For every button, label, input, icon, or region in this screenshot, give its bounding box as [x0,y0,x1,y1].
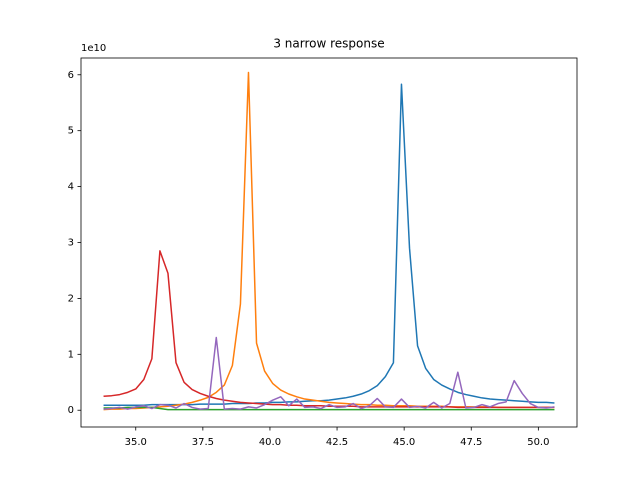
x-tick-label: 42.5 [326,437,348,448]
line [103,250,555,409]
x-tick-label: 50.0 [527,437,549,448]
y-tick-label: 2 [68,293,74,304]
y-offset-label: 1e10 [81,43,106,54]
x-tick-label: 47.5 [460,437,482,448]
line [103,406,555,411]
y-tick-label: 0 [68,405,74,416]
x-tick-label: 45.0 [393,437,415,448]
x-tick-label: 35.0 [125,437,147,448]
axes-frame [80,57,578,428]
y-tick-label: 3 [68,238,74,249]
chart-title: 3 narrow response [273,37,384,51]
line [103,336,555,410]
x-tick-label: 37.5 [192,437,214,448]
y-tick-label: 4 [68,182,74,193]
x-tick-label: 40.0 [259,437,281,448]
y-tick-label: 1 [68,349,74,360]
y-tick-label: 6 [68,70,74,81]
y-tick-label: 5 [68,126,74,137]
